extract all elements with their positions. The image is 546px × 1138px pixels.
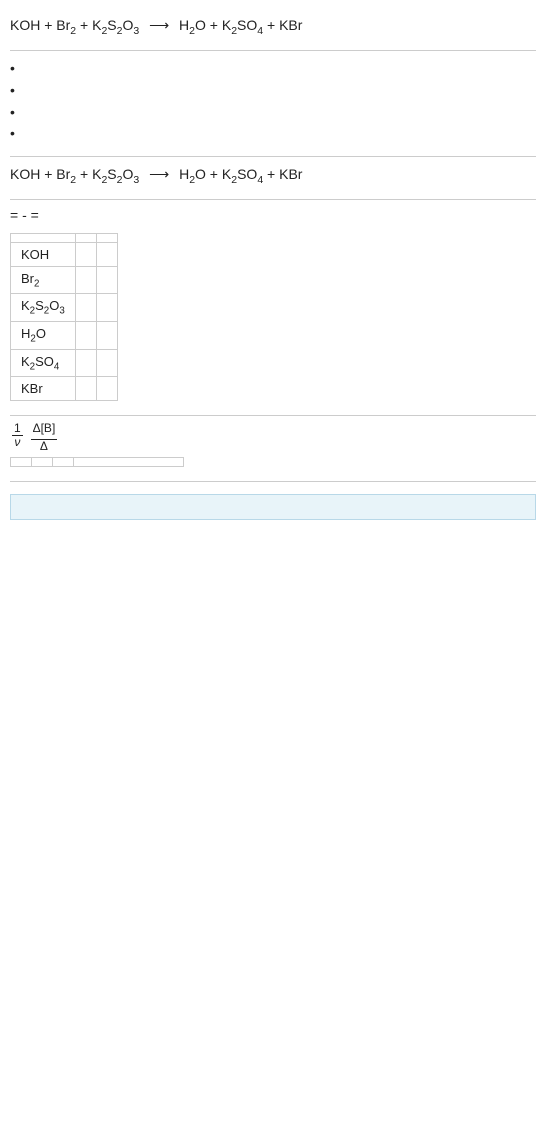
- col-rate: [74, 458, 184, 467]
- col-nu: [96, 233, 117, 242]
- balanced-equation: KOH + Br2 + K2S2O3 ⟶ H2O + K2SO4 + KBr: [10, 165, 536, 187]
- cell-species: Br2: [11, 266, 76, 294]
- col-c: [32, 458, 53, 467]
- col-c: [75, 233, 96, 242]
- cell-nu: [96, 377, 117, 401]
- plan-item: •: [10, 124, 536, 144]
- balanced-section: KOH + Br2 + K2S2O3 ⟶ H2O + K2SO4 + KBr: [10, 157, 536, 200]
- cell-c: [75, 322, 96, 350]
- cell-c: [75, 349, 96, 377]
- stoich-table: KOH Br2 K2S2O3 H2O K2SO4 KBr: [10, 233, 118, 401]
- cell-species: H2O: [11, 322, 76, 350]
- header-section: KOH + Br2 + K2S2O3 ⟶ H2O + K2SO4 + KBr: [10, 8, 536, 51]
- cell-nu: [96, 242, 117, 266]
- table-row: K2SO4: [11, 349, 118, 377]
- col-species: [11, 458, 32, 467]
- arrow-icon: ⟶: [149, 16, 169, 36]
- table-row: Br2: [11, 266, 118, 294]
- cell-c: [75, 266, 96, 294]
- rateterm-table: [10, 457, 184, 467]
- plan-section: • • • •: [10, 51, 536, 156]
- cell-nu: [96, 349, 117, 377]
- frac: Δ[B]Δ: [31, 422, 58, 452]
- arrow-icon: ⟶: [149, 165, 169, 185]
- table-row: KOH: [11, 242, 118, 266]
- cell-c: [75, 242, 96, 266]
- plan-item: •: [10, 103, 536, 123]
- plan-item: •: [10, 59, 536, 79]
- rateterm-section: 1ν Δ[B]Δ: [10, 416, 536, 482]
- answer-box: [10, 494, 536, 520]
- cell-nu: [96, 322, 117, 350]
- table-header-row: [11, 458, 184, 467]
- frac: 1ν: [12, 422, 23, 452]
- table-header-row: [11, 233, 118, 242]
- cell-species: K2SO4: [11, 349, 76, 377]
- cell-species: KOH: [11, 242, 76, 266]
- cell-species: K2S2O3: [11, 294, 76, 322]
- header-equation: KOH + Br2 + K2S2O3 ⟶ H2O + K2SO4 + KBr: [10, 16, 536, 38]
- col-species: [11, 233, 76, 242]
- cell-nu: [96, 266, 117, 294]
- stoich-section: = - = KOH Br2 K2S2O3 H2O K2SO4 KBr: [10, 200, 536, 416]
- plan-item: •: [10, 81, 536, 101]
- cell-species: KBr: [11, 377, 76, 401]
- final-section: [10, 482, 536, 530]
- stoich-intro: = - =: [10, 206, 536, 228]
- rateterm-intro: 1ν Δ[B]Δ: [10, 422, 536, 453]
- col-nu: [53, 458, 74, 467]
- table-row: K2S2O3: [11, 294, 118, 322]
- table-row: H2O: [11, 322, 118, 350]
- cell-nu: [96, 294, 117, 322]
- cell-c: [75, 294, 96, 322]
- table-row: KBr: [11, 377, 118, 401]
- cell-c: [75, 377, 96, 401]
